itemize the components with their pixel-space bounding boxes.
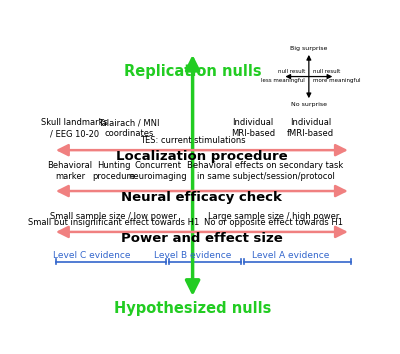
Text: Level B evidence: Level B evidence [154, 251, 231, 260]
Text: Level A evidence: Level A evidence [252, 251, 329, 260]
Text: Concurrent
neuroimaging: Concurrent neuroimaging [128, 161, 187, 181]
Text: less meaningful: less meaningful [261, 78, 305, 83]
Text: No surprise: No surprise [291, 102, 327, 108]
Text: more meaningful: more meaningful [313, 78, 360, 83]
Text: null result: null result [313, 69, 340, 74]
Text: Neural efficacy check: Neural efficacy check [122, 191, 282, 204]
Text: Replication nulls: Replication nulls [124, 64, 262, 79]
Text: Small but insignificant effect towards H1: Small but insignificant effect towards H… [28, 218, 199, 227]
Text: Skull landmarks
/ EEG 10-20: Skull landmarks / EEG 10-20 [41, 118, 108, 138]
Text: No or opposite effect towards H1: No or opposite effect towards H1 [204, 218, 343, 227]
Text: Individual
fMRI-based: Individual fMRI-based [287, 118, 334, 138]
Text: TES: current stimulations: TES: current stimulations [140, 136, 246, 145]
Text: Hunting
procedure: Hunting procedure [92, 161, 135, 181]
Text: Behavioral effects on secondary task
in same subject/session/protocol: Behavioral effects on secondary task in … [187, 161, 344, 181]
Text: Behavioral
marker: Behavioral marker [48, 161, 93, 181]
Text: Localization procedure: Localization procedure [116, 150, 288, 162]
Text: Large sample size / high power: Large sample size / high power [208, 212, 339, 221]
Text: null result: null result [278, 69, 305, 74]
Text: Individual
MRI-based: Individual MRI-based [231, 118, 275, 138]
Text: Level C evidence: Level C evidence [53, 251, 130, 260]
Text: Hypothesized nulls: Hypothesized nulls [114, 301, 271, 316]
Text: Talairach / MNI
coordinates: Talairach / MNI coordinates [98, 118, 160, 138]
Text: Big surprise: Big surprise [290, 46, 328, 51]
Text: Small sample size / low power: Small sample size / low power [50, 212, 177, 221]
Text: Power and effect size: Power and effect size [121, 232, 283, 245]
